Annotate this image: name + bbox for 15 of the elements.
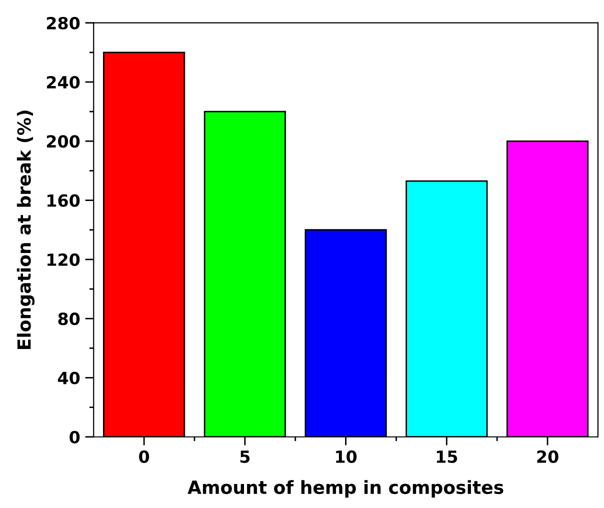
y-tick-label: 280 (46, 16, 80, 30)
x-tick-label: 15 (436, 450, 458, 463)
x-axis-title: Amount of hemp in composites (188, 480, 504, 498)
y-tick-label: 0 (70, 430, 80, 444)
y-tick-label: 40 (58, 372, 80, 384)
x-tick-label: 20 (537, 450, 558, 463)
y-tick-label: 200 (46, 135, 80, 148)
y-tick-label: 160 (48, 194, 80, 207)
y-tick-label: 240 (46, 76, 80, 89)
x-tick-label: 0 (139, 450, 150, 463)
x-tick-label: 5 (240, 450, 250, 463)
y-tick-label: 120 (48, 253, 80, 266)
y-tick-label: 80 (58, 312, 80, 326)
y-axis-title: Elongation at break (%) (16, 110, 35, 349)
x-tick-label: 10 (336, 450, 357, 463)
